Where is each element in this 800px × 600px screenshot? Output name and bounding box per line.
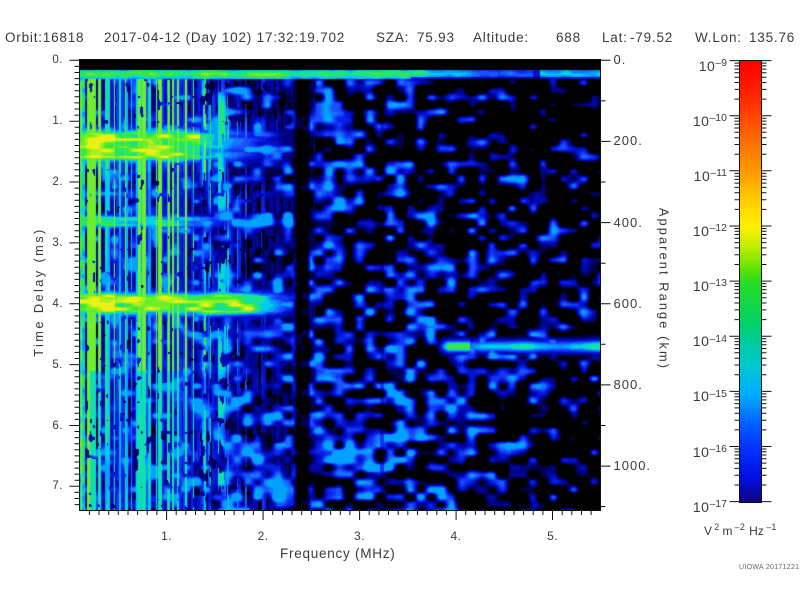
svg-text:Time Delay (ms): Time Delay (ms): [31, 227, 46, 356]
svg-text:Apparent Range (km): Apparent Range (km): [657, 208, 672, 370]
